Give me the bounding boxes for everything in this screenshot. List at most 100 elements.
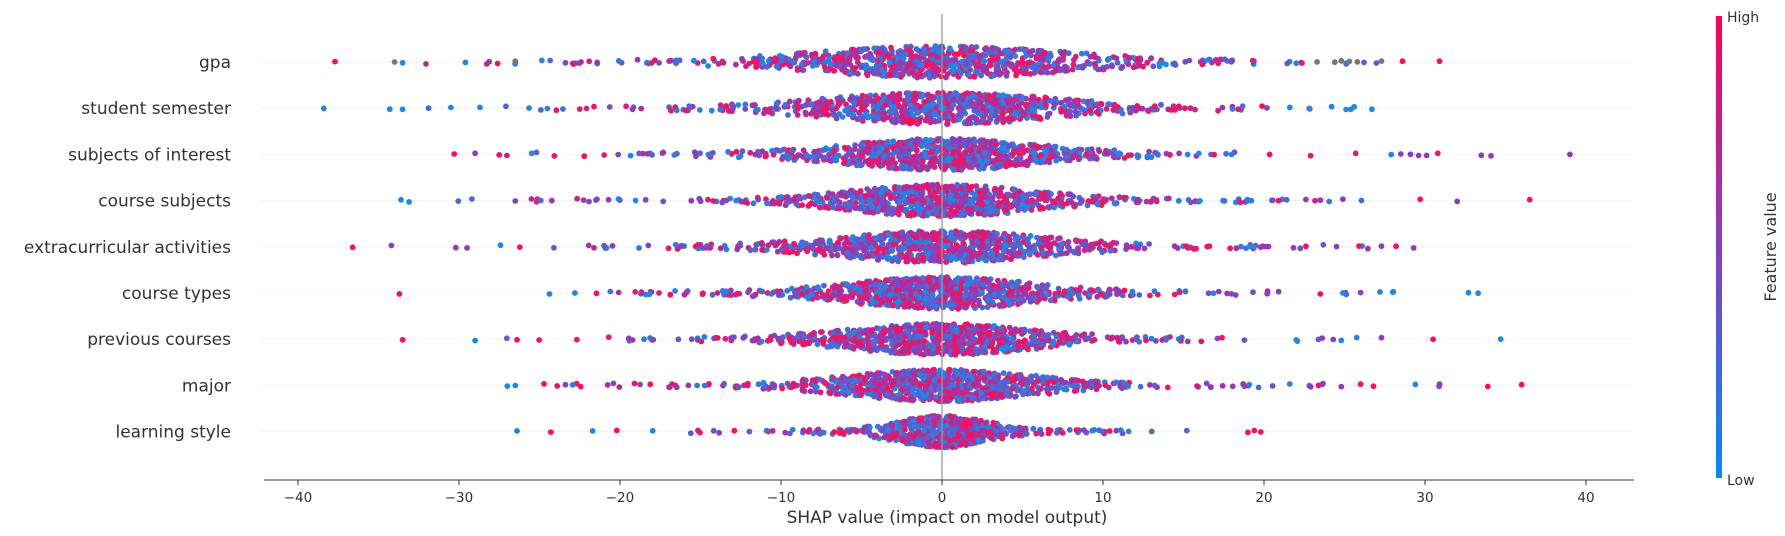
shap-point bbox=[1036, 239, 1042, 246]
shap-point bbox=[935, 94, 942, 100]
shap-outlier-point bbox=[1306, 105, 1312, 112]
shap-outlier-point bbox=[386, 106, 393, 113]
shap-point bbox=[888, 247, 895, 253]
shap-point bbox=[1206, 56, 1213, 63]
shap-point bbox=[586, 198, 592, 205]
shap-point bbox=[885, 52, 891, 59]
shap-point bbox=[885, 232, 891, 238]
shap-point bbox=[1072, 152, 1078, 158]
shap-point bbox=[950, 167, 957, 173]
shap-point bbox=[686, 103, 693, 109]
shap-outlier-point bbox=[1369, 106, 1375, 113]
shap-point bbox=[844, 204, 851, 211]
shap-point bbox=[965, 71, 972, 78]
shap-outlier-point bbox=[1415, 152, 1422, 159]
shap-point bbox=[1221, 56, 1228, 63]
shap-point bbox=[780, 146, 787, 153]
shap-point bbox=[903, 254, 910, 261]
shap-point bbox=[1000, 140, 1007, 146]
shap-point bbox=[1094, 101, 1101, 108]
shap-point bbox=[869, 153, 876, 160]
shap-point bbox=[569, 60, 576, 67]
shap-point bbox=[921, 99, 927, 105]
shap-point bbox=[966, 57, 972, 63]
shap-point bbox=[955, 67, 962, 74]
shap-point bbox=[548, 197, 555, 204]
shap-point bbox=[849, 105, 856, 111]
shap-point bbox=[782, 101, 789, 108]
shap-point bbox=[886, 160, 893, 167]
shap-point bbox=[992, 138, 998, 145]
shap-point bbox=[1358, 197, 1365, 204]
shap-point bbox=[938, 43, 945, 50]
shap-outlier-point bbox=[1407, 151, 1414, 158]
shap-point bbox=[833, 157, 840, 164]
shap-point bbox=[880, 110, 887, 117]
shap-point bbox=[932, 67, 939, 74]
shap-point bbox=[1020, 192, 1027, 199]
shap-point bbox=[643, 59, 650, 66]
shap-outlier-point bbox=[320, 105, 327, 112]
shap-point bbox=[774, 248, 781, 255]
shap-point bbox=[1037, 205, 1044, 211]
shap-point bbox=[1119, 63, 1126, 70]
shap-point bbox=[1068, 199, 1074, 205]
shap-point bbox=[831, 56, 838, 63]
shap-point bbox=[1019, 201, 1026, 208]
shap-point bbox=[942, 151, 949, 157]
shap-point bbox=[849, 111, 856, 117]
shap-point bbox=[1028, 52, 1034, 59]
shap-point bbox=[914, 110, 921, 116]
shap-point bbox=[856, 157, 863, 164]
shap-point bbox=[1144, 107, 1151, 114]
shap-point bbox=[1016, 46, 1023, 53]
shap-point bbox=[964, 120, 970, 127]
beeswarm-points bbox=[320, 43, 1573, 451]
shap-point bbox=[1062, 97, 1069, 103]
shap-point bbox=[636, 150, 642, 157]
shap-point bbox=[984, 238, 991, 245]
shap-point bbox=[879, 206, 886, 213]
shap-point bbox=[725, 148, 731, 155]
shap-outlier-point bbox=[494, 60, 501, 67]
shap-point bbox=[796, 152, 803, 159]
shap-point bbox=[615, 58, 622, 64]
shap-outlier-point bbox=[1317, 197, 1324, 204]
shap-point bbox=[1083, 50, 1090, 57]
shap-point bbox=[992, 49, 999, 56]
shap-point bbox=[752, 246, 759, 253]
shap-point bbox=[890, 151, 896, 157]
shap-point bbox=[867, 95, 873, 102]
shap-point bbox=[1032, 62, 1039, 68]
shap-point bbox=[972, 115, 979, 122]
shap-point bbox=[994, 208, 1001, 215]
shap-point bbox=[819, 237, 825, 244]
shap-point bbox=[931, 236, 938, 243]
shap-point bbox=[952, 142, 959, 149]
shap-point bbox=[1007, 242, 1014, 248]
shap-point bbox=[1030, 99, 1037, 105]
shap-point bbox=[1119, 110, 1126, 117]
shap-point bbox=[895, 91, 902, 98]
shap-point bbox=[739, 148, 746, 155]
shap-point bbox=[656, 60, 662, 66]
shap-point bbox=[660, 198, 667, 205]
shap-point bbox=[747, 247, 754, 254]
shap-point bbox=[971, 51, 978, 58]
shap-point bbox=[982, 188, 989, 195]
shap-point bbox=[993, 156, 1000, 163]
shap-point bbox=[1158, 101, 1164, 108]
shap-point bbox=[934, 59, 941, 65]
shap-point bbox=[539, 57, 545, 64]
shap-point bbox=[922, 117, 929, 124]
shap-point bbox=[919, 254, 926, 261]
shap-point bbox=[1042, 94, 1049, 101]
shap-outlier-point bbox=[1346, 58, 1353, 65]
shap-point bbox=[1037, 60, 1043, 66]
shap-point bbox=[765, 57, 772, 64]
shap-point bbox=[834, 252, 841, 259]
shap-point bbox=[688, 197, 695, 204]
shap-point bbox=[581, 153, 588, 160]
shap-point bbox=[1297, 245, 1304, 252]
shap-point bbox=[1012, 53, 1019, 59]
